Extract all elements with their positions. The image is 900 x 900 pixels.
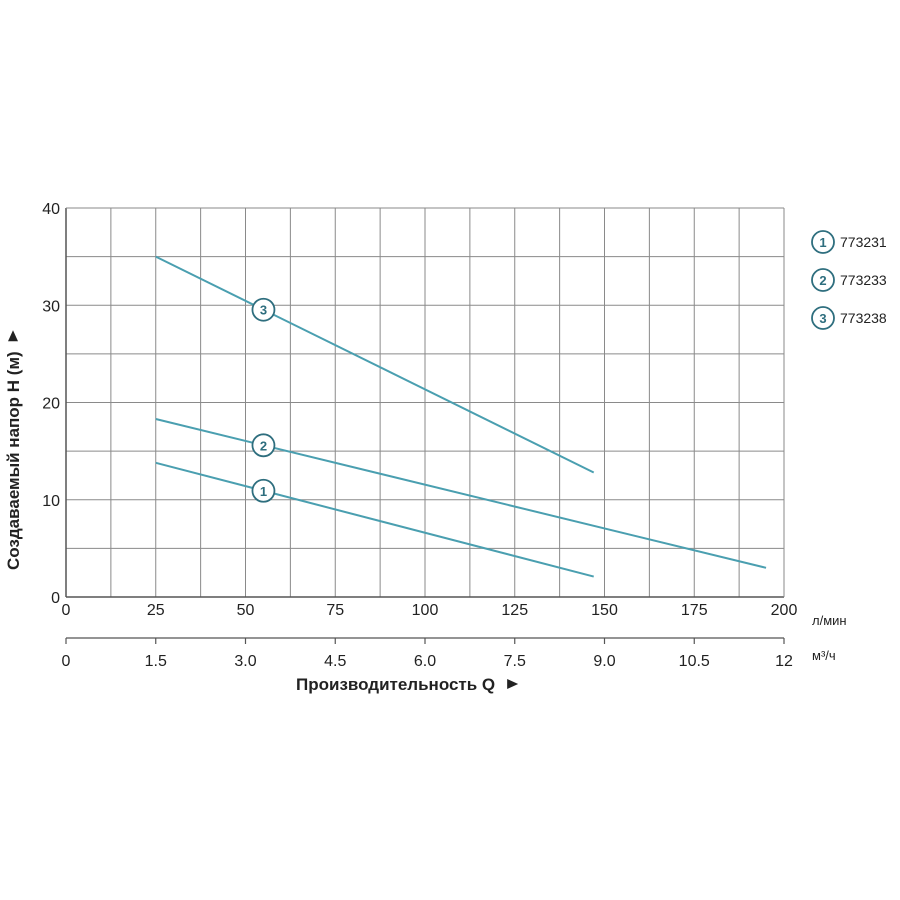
secondary-x-tick-label: 7.5 (504, 653, 526, 670)
y-tick-label: 30 (42, 298, 60, 315)
x-tick-label: 75 (326, 602, 344, 619)
x-tick-label: 0 (62, 602, 71, 619)
series-lines: 1 2 3 (155, 255, 767, 578)
series-marker-1 (251, 478, 276, 503)
x-axis-ticks: 0 25 50 75 100 125 150 175 200 (62, 602, 798, 619)
secondary-x-tick-label: 12 (775, 653, 793, 670)
series-line-773231 (155, 461, 594, 578)
x-axis-title: Производительность Q (296, 675, 495, 694)
series-marker-3 (251, 297, 276, 322)
series-line-773233 (155, 418, 767, 569)
x-tick-label: 175 (681, 602, 708, 619)
y-axis-arrow-icon (8, 330, 18, 342)
legend: 1 773231 2 773233 3 773238 (811, 230, 887, 330)
secondary-x-tick-label: 3.0 (234, 653, 256, 670)
secondary-x-axis: 0 1.5 3.0 4.5 6.0 7.5 9.0 10.5 12 (62, 637, 793, 670)
y-tick-label: 40 (42, 201, 60, 218)
legend-marker-3 (811, 306, 835, 330)
x-tick-label: 25 (147, 602, 165, 619)
legend-marker-2 (811, 268, 835, 292)
series-marker-label: 3 (260, 303, 267, 318)
x-tick-label: 125 (501, 602, 528, 619)
y-tick-label: 10 (42, 493, 60, 510)
series-marker-label: 1 (260, 484, 267, 499)
secondary-x-tick-label: 4.5 (324, 653, 346, 670)
legend-entry-773238: 773238 (840, 310, 887, 326)
legend-marker-1 (811, 230, 835, 254)
secondary-x-tick-label: 9.0 (593, 653, 615, 670)
plot-frame (65, 207, 785, 598)
series-line-773238 (155, 255, 595, 474)
legend-marker-label: 3 (819, 311, 826, 326)
secondary-x-tick-label: 0 (62, 653, 71, 670)
secondary-x-axis-unit: м³/ч (812, 648, 836, 663)
x-axis-unit: л/мин (812, 613, 847, 628)
secondary-x-tick-label: 10.5 (679, 653, 710, 670)
x-axis-title-group: Производительность Q (296, 675, 519, 694)
x-tick-label: 100 (412, 602, 439, 619)
y-axis-title-group: Создаваемый напор H (м) (4, 330, 23, 570)
x-tick-label: 200 (771, 602, 798, 619)
x-tick-label: 150 (591, 602, 618, 619)
y-axis-ticks: 0 10 20 30 40 (42, 201, 60, 607)
y-tick-label: 20 (42, 396, 60, 413)
series-marker-2 (251, 433, 276, 458)
y-tick-label: 0 (51, 590, 60, 607)
secondary-x-tick-label: 1.5 (145, 653, 167, 670)
legend-entry-773233: 773233 (840, 272, 887, 288)
x-axis-arrow-icon (507, 679, 519, 689)
legend-marker-label: 1 (819, 235, 826, 250)
series-marker-label: 2 (260, 438, 267, 453)
y-axis-title: Создаваемый напор H (м) (4, 351, 23, 570)
grid (66, 208, 784, 597)
legend-marker-label: 2 (819, 273, 826, 288)
x-tick-label: 50 (237, 602, 255, 619)
secondary-x-tick-label: 6.0 (414, 653, 436, 670)
legend-entry-773231: 773231 (840, 234, 887, 250)
